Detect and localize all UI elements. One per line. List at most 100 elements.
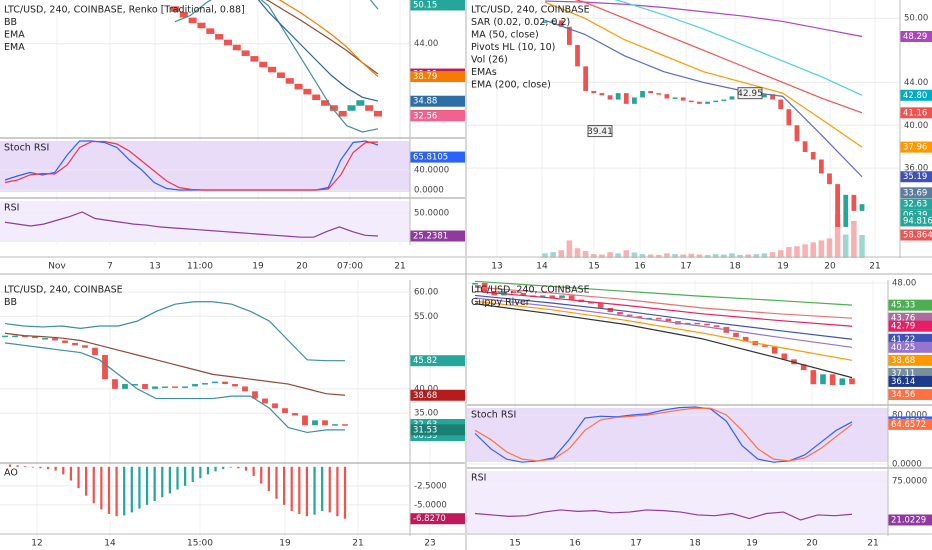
indicator-line bbox=[474, 294, 853, 340]
x-label: 17 bbox=[680, 262, 691, 272]
indicator-line bbox=[474, 286, 853, 319]
price-tag-label: 50.15 bbox=[413, 0, 437, 10]
candle bbox=[778, 99, 784, 110]
candle bbox=[32, 336, 38, 339]
candle bbox=[142, 384, 148, 389]
legend-item: LTC/USD, 240, COINBASE bbox=[471, 285, 590, 296]
volume-bar bbox=[672, 254, 678, 258]
x-label: 21 bbox=[394, 262, 405, 272]
price-tag-label: 32.63 bbox=[903, 200, 927, 210]
candle bbox=[112, 379, 118, 389]
ao-bar bbox=[138, 466, 141, 509]
price-tag bbox=[888, 375, 932, 387]
legend-item: BB bbox=[4, 297, 17, 308]
ao-bar bbox=[153, 466, 156, 502]
ao-bar bbox=[267, 466, 270, 492]
legend-item: LTC/USD, 240, COINBASE bbox=[4, 285, 123, 296]
price-tag-label: 37.11 bbox=[891, 369, 915, 379]
ao-bar bbox=[214, 466, 217, 472]
volume-bar bbox=[859, 234, 865, 258]
y-tick-label: -5.0000 bbox=[414, 500, 447, 510]
volume-bar bbox=[721, 254, 727, 258]
y-tick-label: 50.00 bbox=[904, 14, 928, 24]
candle bbox=[588, 302, 594, 304]
candle bbox=[591, 90, 597, 94]
x-label: 17 bbox=[630, 539, 641, 549]
pane-shade bbox=[467, 471, 888, 533]
ao-bar bbox=[145, 466, 149, 505]
x-label: 13 bbox=[149, 262, 160, 272]
x-label: 18 bbox=[689, 539, 701, 549]
volume-bar bbox=[607, 252, 613, 258]
candle bbox=[62, 340, 68, 343]
ao-bar bbox=[168, 466, 172, 494]
price-tag-label: 21.0229 bbox=[891, 515, 926, 525]
indicator-line bbox=[265, 0, 379, 75]
volume-bar bbox=[696, 254, 703, 258]
price-tag-label: 40.25 bbox=[891, 343, 915, 353]
price-tag-label: 58.864K bbox=[903, 230, 932, 240]
renko-brick bbox=[259, 61, 268, 68]
countdown-tag bbox=[410, 430, 465, 442]
pivot-box bbox=[737, 87, 763, 100]
renko-brick bbox=[250, 56, 259, 62]
volume-bar bbox=[810, 242, 817, 258]
candle bbox=[2, 335, 8, 338]
volume-bar bbox=[656, 254, 662, 258]
ao-bar bbox=[92, 466, 95, 504]
candle bbox=[52, 338, 58, 341]
renko-brick bbox=[365, 105, 374, 111]
candle bbox=[713, 100, 719, 103]
price-tag bbox=[410, 230, 465, 242]
candle bbox=[12, 335, 18, 338]
y-tick-label: 0.0000 bbox=[892, 460, 922, 470]
candle bbox=[626, 314, 633, 317]
price-tag-label: 38.68 bbox=[413, 391, 437, 401]
price-tag bbox=[888, 367, 932, 379]
price-tag-label: 94.816K bbox=[903, 216, 932, 226]
candle bbox=[851, 194, 857, 211]
candle bbox=[568, 295, 575, 300]
price-tag-label: 45.82 bbox=[413, 356, 437, 366]
ao-bar bbox=[24, 466, 27, 467]
candle bbox=[688, 100, 694, 103]
candle bbox=[162, 386, 168, 388]
candle bbox=[122, 384, 128, 389]
volume-bar bbox=[769, 252, 776, 258]
price-tag bbox=[888, 299, 932, 311]
ao-bar bbox=[161, 466, 164, 498]
candle bbox=[558, 20, 564, 27]
renko-brick bbox=[179, 11, 188, 18]
price-tag-label: 35.19 bbox=[903, 172, 927, 182]
price-tag bbox=[900, 31, 932, 43]
volume-bar bbox=[794, 246, 800, 258]
candle bbox=[742, 336, 749, 342]
ao-bar bbox=[46, 466, 50, 470]
candle bbox=[680, 97, 686, 101]
x-label: 11:00 bbox=[187, 262, 213, 272]
candle bbox=[818, 159, 824, 174]
price-tag bbox=[410, 389, 465, 401]
ao-bar bbox=[123, 466, 126, 516]
candle bbox=[820, 374, 826, 385]
pane bbox=[0, 464, 410, 519]
price-tag bbox=[900, 215, 932, 227]
price-tag-label: 38.68 bbox=[891, 356, 915, 366]
price-tag-label: 31.53 bbox=[413, 425, 437, 435]
candle bbox=[42, 338, 48, 340]
renko-brick bbox=[276, 72, 285, 79]
candle bbox=[697, 101, 702, 104]
pane bbox=[0, 291, 410, 434]
x-label: 14 bbox=[104, 539, 116, 549]
pane-title: RSI bbox=[471, 473, 486, 484]
pivot-label: 39.41 bbox=[587, 127, 613, 137]
price-tag bbox=[900, 187, 932, 199]
indicator-line bbox=[474, 280, 853, 306]
candle bbox=[282, 408, 288, 414]
x-label: 14 bbox=[536, 262, 548, 272]
ao-bar bbox=[8, 464, 12, 467]
x-label: 16 bbox=[569, 539, 581, 549]
price-tag-label: 41.16 bbox=[903, 108, 927, 118]
volume-bar bbox=[615, 253, 621, 258]
